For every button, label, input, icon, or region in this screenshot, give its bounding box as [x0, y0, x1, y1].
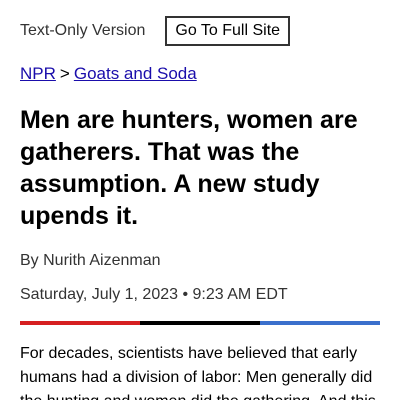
- text-only-label: Text-Only Version: [20, 22, 146, 39]
- breadcrumb-separator: >: [59, 64, 70, 83]
- color-rule-divider: [20, 321, 380, 325]
- article-byline: By Nurith Aizenman: [20, 252, 161, 269]
- topbar: Text-Only Version Go To Full Site: [20, 16, 380, 46]
- go-to-full-site-button[interactable]: Go To Full Site: [165, 16, 291, 46]
- article-headline: Men are hunters, women are gatherers. Th…: [20, 106, 358, 230]
- page: Text-Only Version Go To Full Site NPR > Go…: [0, 16, 400, 400]
- color-rule-black: [140, 321, 260, 325]
- article-dateline: Saturday, July 1, 2023 • 9:23 AM EDT: [20, 286, 288, 303]
- breadcrumb: NPR > Goats and Soda: [20, 64, 380, 84]
- color-rule-red: [20, 321, 140, 325]
- color-rule-blue: [260, 321, 380, 325]
- breadcrumb-home-link[interactable]: NPR: [20, 64, 56, 83]
- article-body-paragraph: For decades, scientists have believed th…: [20, 345, 376, 400]
- breadcrumb-section-link[interactable]: Goats and Soda: [73, 64, 197, 83]
